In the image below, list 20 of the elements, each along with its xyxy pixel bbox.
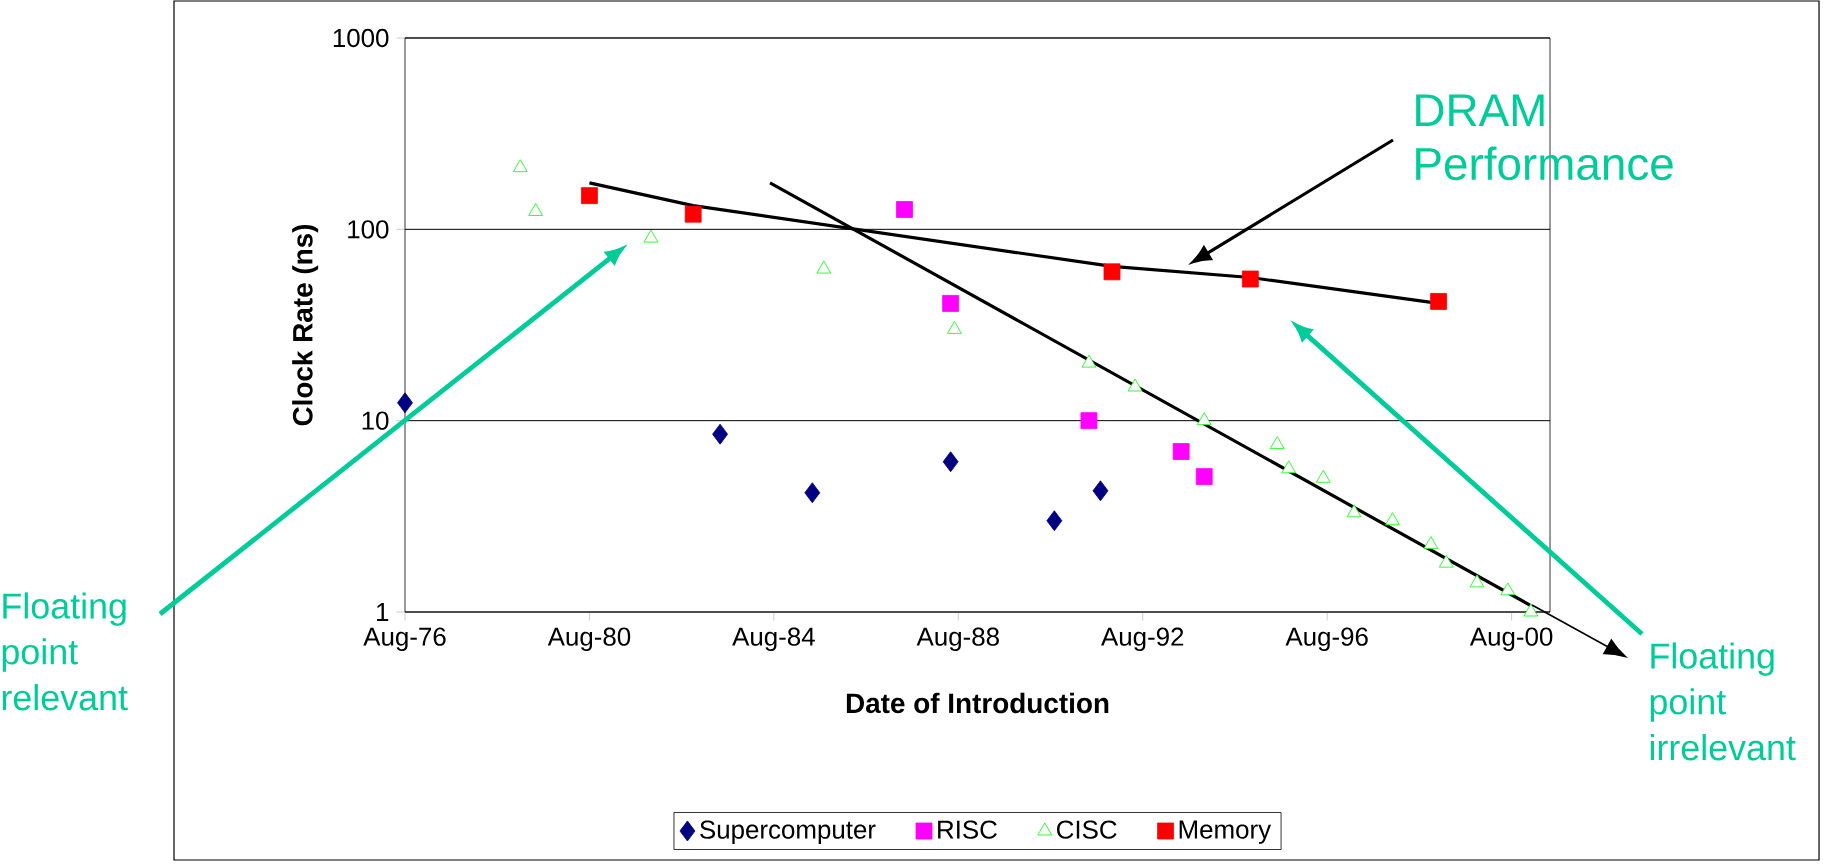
- y-tick-label: 1000: [333, 28, 389, 48]
- text: Floating point relevant: [2, 592, 128, 711]
- x-tick-label: Aug-80: [547, 627, 631, 651]
- x-axis-title: Date of Introduction: [846, 692, 1109, 714]
- legend-label: Memory: [1179, 820, 1272, 844]
- y-tick-label: 1: [377, 603, 389, 621]
- legend-label: RISC: [938, 820, 997, 839]
- x-tick-label: Aug-88: [916, 627, 999, 651]
- legend-label: CISC: [1057, 820, 1117, 839]
- x-tick-label: Aug-92: [1101, 627, 1184, 651]
- x-tick-label: Aug-00: [1469, 627, 1553, 651]
- x-tick-label: Aug-96: [1285, 627, 1368, 651]
- y-axis-title: Clock Rate (ns): [292, 224, 319, 426]
- legend-label: Supercomputer: [700, 820, 876, 844]
- x-tick-label: Aug-84: [732, 627, 815, 651]
- y-tick-label: 100: [348, 220, 389, 239]
- x-tick-label: Aug-76: [363, 627, 446, 651]
- y-tick-label: 10: [362, 411, 389, 430]
- text: Floating point irrelevant: [1650, 642, 1796, 761]
- annotation: DRAM Performance: [1416, 94, 1673, 181]
